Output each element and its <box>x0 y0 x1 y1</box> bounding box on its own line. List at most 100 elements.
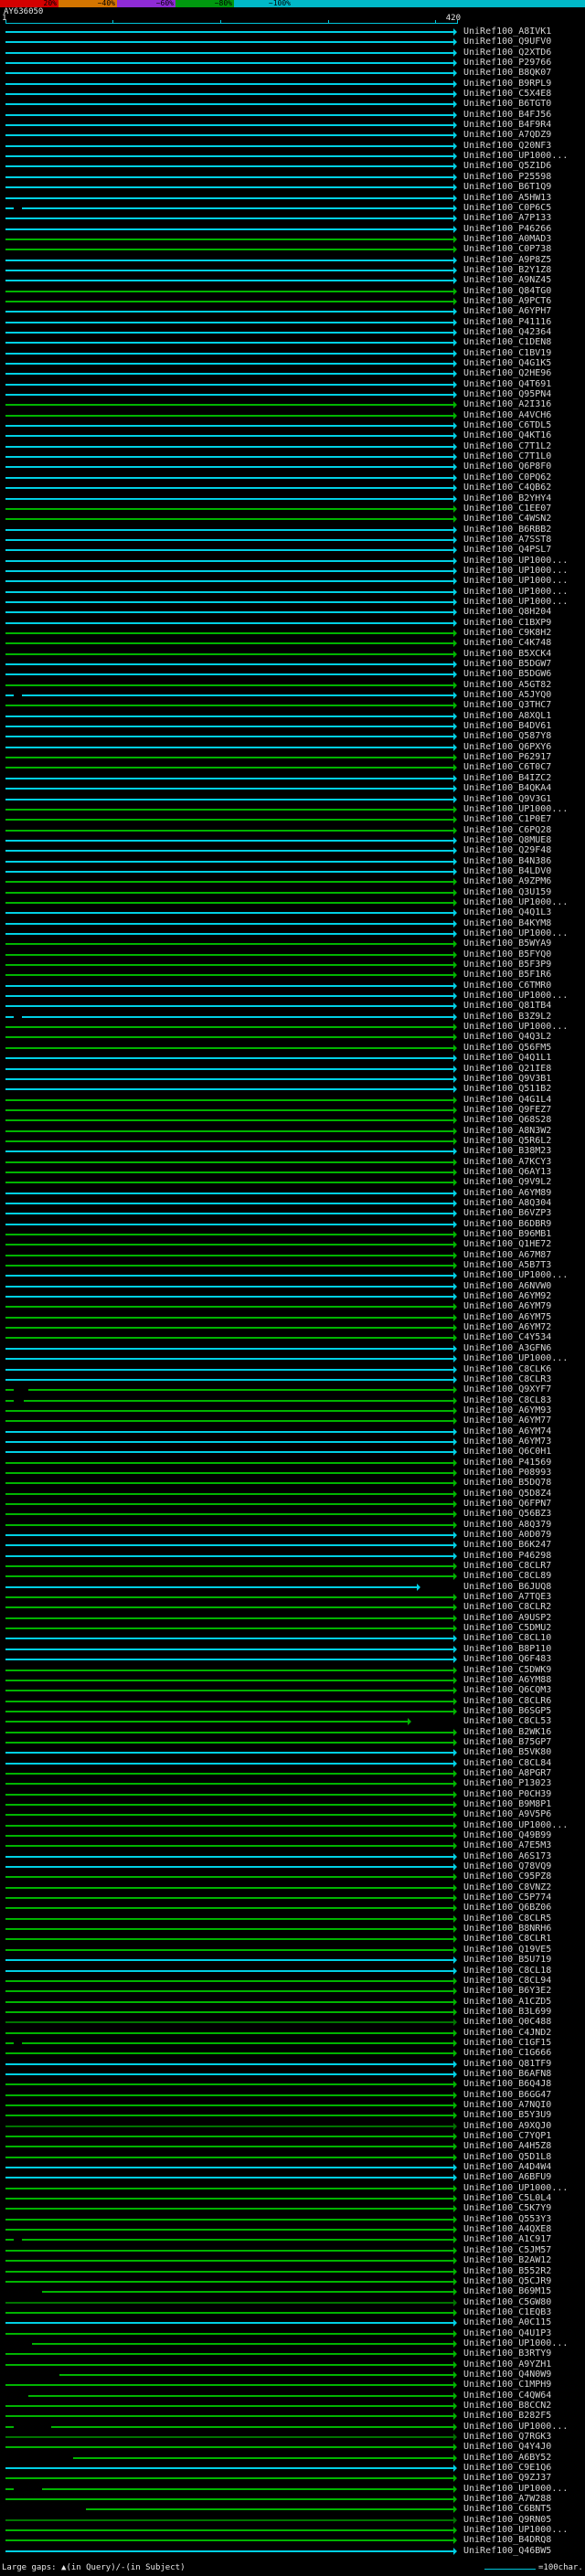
hit-label[interactable]: UniRef100_Q95PN4 <box>463 389 552 400</box>
hit-bar[interactable] <box>5 93 453 96</box>
hit-label[interactable]: UniRef100_A6NVW0 <box>463 1280 552 1291</box>
hit-bar[interactable] <box>5 1471 453 1474</box>
hit-label[interactable]: UniRef100_A6YM74 <box>463 1426 552 1436</box>
hit-label[interactable]: UniRef100_A1CZD5 <box>463 1996 552 2007</box>
hit-bar[interactable] <box>42 2487 453 2490</box>
hit-label[interactable]: UniRef100_Q3THC7 <box>463 700 552 711</box>
hit-bar[interactable] <box>5 746 453 748</box>
hit-label[interactable]: UniRef100_Q5R6L2 <box>463 1135 552 1146</box>
hit-bar[interactable] <box>21 207 453 209</box>
hit-bar[interactable] <box>5 1907 453 1910</box>
hit-label[interactable]: UniRef100_A6YM88 <box>463 1674 552 1685</box>
hit-bar[interactable] <box>5 1077 453 1080</box>
hit-label[interactable]: UniRef100_B75GP7 <box>463 1736 552 1747</box>
hit-label[interactable]: UniRef100_C4QB62 <box>463 482 552 493</box>
hit-label[interactable]: UniRef100_Q9V9L2 <box>463 1177 552 1188</box>
hit-label[interactable]: UniRef100_UP1000... <box>463 2337 569 2348</box>
hit-label[interactable]: UniRef100_A9PCT6 <box>463 295 552 306</box>
hit-label[interactable]: UniRef100_UP1000... <box>463 1819 569 1830</box>
hit-bar[interactable] <box>5 590 453 593</box>
hit-label[interactable]: UniRef100_A7E5M3 <box>463 1840 552 1851</box>
hit-bar[interactable] <box>5 2529 453 2532</box>
hit-bar[interactable] <box>5 2198 453 2200</box>
hit-label[interactable]: UniRef100_A9ZPM6 <box>463 876 552 887</box>
hit-fragment-bar[interactable] <box>5 1389 15 1392</box>
hit-bar[interactable] <box>5 1690 453 1692</box>
hit-bar[interactable] <box>5 2477 453 2480</box>
hit-label[interactable]: UniRef100_Q9ZJ37 <box>463 2473 552 2484</box>
hit-label[interactable]: UniRef100_B9RPL9 <box>463 78 552 89</box>
hit-label[interactable]: UniRef100_Q7RGK3 <box>463 2432 552 2443</box>
hit-label[interactable]: UniRef100_B5Y3U9 <box>463 2110 552 2121</box>
hit-label[interactable]: UniRef100_B5U719 <box>463 1955 552 1966</box>
hit-bar[interactable] <box>5 31 453 33</box>
hit-label[interactable]: UniRef100_Q9RN05 <box>463 2514 552 2525</box>
hit-bar[interactable] <box>5 1938 453 1941</box>
hit-label[interactable]: UniRef100_Q511B2 <box>463 1084 552 1095</box>
hit-label[interactable]: UniRef100_C95PZ8 <box>463 1871 552 1882</box>
hit-bar[interactable] <box>5 1202 453 1204</box>
hit-label[interactable]: UniRef100_A8Q304 <box>463 1197 552 1208</box>
hit-label[interactable]: UniRef100_A5JYQ0 <box>463 690 552 701</box>
hit-label[interactable]: UniRef100_UP1000... <box>463 1022 569 1033</box>
hit-bar[interactable] <box>5 1979 453 1982</box>
hit-label[interactable]: UniRef100_Q6BZ06 <box>463 1903 552 1913</box>
hit-label[interactable]: UniRef100_C1BXP9 <box>463 617 552 628</box>
hit-label[interactable]: UniRef100_UP1000... <box>463 803 569 814</box>
hit-label[interactable]: UniRef100_C5L0L4 <box>463 2193 552 2204</box>
hit-bar[interactable] <box>5 1306 453 1309</box>
hit-label[interactable]: UniRef100_Q9UFV0 <box>463 37 552 48</box>
hit-bar[interactable] <box>5 2104 453 2106</box>
hit-bar[interactable] <box>5 394 453 397</box>
hit-label[interactable]: UniRef100_A9NZ45 <box>463 275 552 286</box>
hit-label[interactable]: UniRef100_A6BY52 <box>463 2452 552 2463</box>
hit-label[interactable]: UniRef100_C8CL18 <box>463 1965 552 1976</box>
hit-bar[interactable] <box>5 2467 453 2470</box>
hit-bar[interactable] <box>5 217 453 220</box>
hit-bar[interactable] <box>5 1544 453 1547</box>
hit-bar[interactable] <box>5 2031 453 2034</box>
hit-bar[interactable] <box>5 953 453 956</box>
hit-label[interactable]: UniRef100_Q0C488 <box>463 2017 552 2028</box>
hit-bar[interactable] <box>5 2311 453 2314</box>
hit-bar[interactable] <box>5 1129 453 1132</box>
hit-label[interactable]: UniRef100_B3RTY9 <box>463 2348 552 2359</box>
hit-label[interactable]: UniRef100_P62917 <box>463 752 552 763</box>
hit-label[interactable]: UniRef100_P25598 <box>463 171 552 182</box>
hit-label[interactable]: UniRef100_C9K8H2 <box>463 628 552 638</box>
hit-label[interactable]: UniRef100_A4D4W4 <box>463 2162 552 2173</box>
hit-label[interactable]: UniRef100_B282F5 <box>463 2411 552 2422</box>
hit-label[interactable]: UniRef100_C5GW80 <box>463 2296 552 2307</box>
hit-label[interactable]: UniRef100_A2I316 <box>463 399 552 410</box>
hit-bar[interactable] <box>5 2539 453 2542</box>
hit-bar[interactable] <box>5 155 453 158</box>
hit-bar[interactable] <box>5 1119 453 1122</box>
hit-label[interactable]: UniRef100_B8QK07 <box>463 68 552 79</box>
hit-bar[interactable] <box>5 2115 453 2117</box>
hit-bar[interactable] <box>5 2156 453 2158</box>
hit-label[interactable]: UniRef100_B5F3P9 <box>463 959 552 970</box>
hit-bar[interactable] <box>5 964 453 967</box>
hit-bar[interactable] <box>5 1710 453 1712</box>
hit-label[interactable]: UniRef100_UP1000... <box>463 555 569 566</box>
hit-bar[interactable] <box>5 1523 453 1526</box>
hit-label[interactable]: UniRef100_B4KYM8 <box>463 917 552 928</box>
hit-bar[interactable] <box>5 2177 453 2179</box>
hit-label[interactable]: UniRef100_C4Y534 <box>463 1332 552 1343</box>
hit-bar[interactable] <box>5 62 453 65</box>
hit-bar[interactable] <box>5 1596 453 1599</box>
hit-bar[interactable] <box>5 1502 453 1505</box>
hit-bar[interactable] <box>5 2187 453 2189</box>
hit-bar[interactable] <box>32 2342 453 2345</box>
hit-label[interactable]: UniRef100_C5P774 <box>463 1892 552 1903</box>
hit-label[interactable]: UniRef100_Q4Q3L2 <box>463 1032 552 1043</box>
hit-bar[interactable] <box>5 2072 453 2075</box>
hit-bar[interactable] <box>5 1886 453 1889</box>
hit-label[interactable]: UniRef100_B3Z9L2 <box>463 1011 552 1022</box>
hit-label[interactable]: UniRef100_UP1000... <box>463 2421 569 2432</box>
hit-bar[interactable] <box>5 1430 453 1433</box>
hit-bar[interactable] <box>24 1399 453 1402</box>
hit-bar[interactable] <box>5 569 453 572</box>
hit-bar[interactable] <box>5 144 453 147</box>
hit-label[interactable]: UniRef100_B6AFN8 <box>463 2068 552 2079</box>
